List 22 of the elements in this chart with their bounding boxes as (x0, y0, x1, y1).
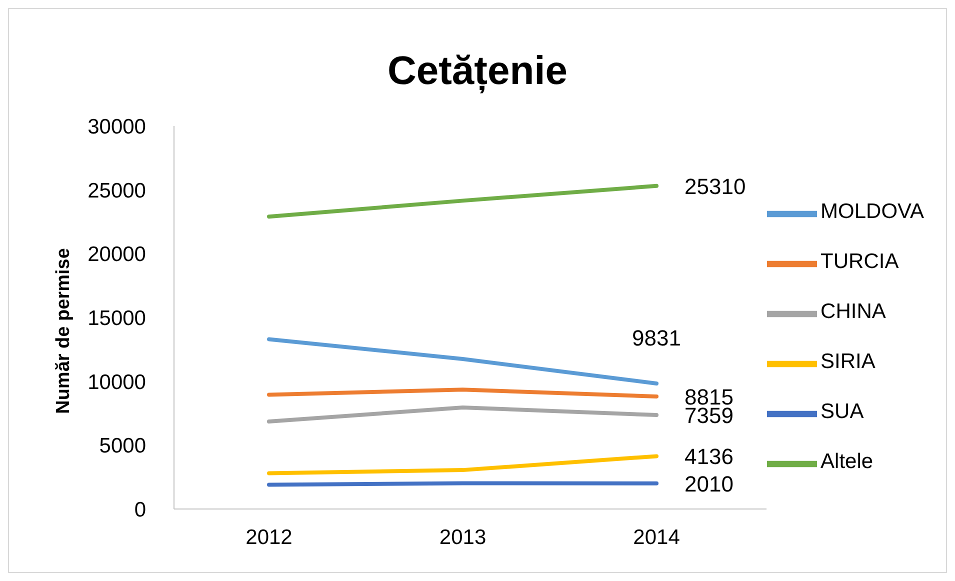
y-axis-title: Număr de permise (53, 248, 75, 414)
y-tick-label: 25000 (88, 179, 146, 202)
x-tick-label: 2013 (439, 526, 486, 549)
legend-label: MOLDOVA (820, 200, 924, 224)
y-tick-label: 5000 (99, 434, 146, 458)
legend-label: Altele (820, 450, 874, 474)
data-label: 25310 (684, 174, 746, 199)
x-tick-label: 2012 (246, 526, 292, 549)
legend-label: SUA (820, 400, 864, 424)
legend-label: CHINA (820, 300, 886, 324)
y-tick-label: 30000 (88, 115, 146, 138)
legend-label: TURCIA (820, 250, 899, 274)
x-tick-label: 2014 (633, 526, 680, 549)
data-label: 2010 (684, 471, 734, 496)
chart-title: Cetățenie (386, 49, 569, 94)
y-tick-label: 20000 (88, 243, 146, 266)
y-tick-label: 0 (134, 498, 146, 522)
data-label: 9831 (632, 325, 682, 350)
y-tick-label: 10000 (88, 370, 146, 394)
y-tick-label: 15000 (88, 306, 146, 330)
data-label: 4136 (684, 444, 734, 470)
legend-label: SIRIA (820, 350, 876, 374)
